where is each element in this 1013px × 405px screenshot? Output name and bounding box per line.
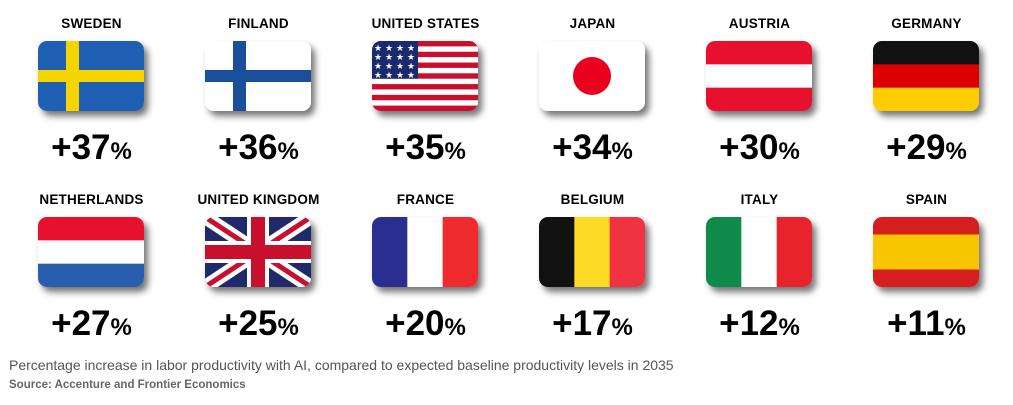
svg-text:★: ★	[374, 53, 382, 63]
svg-text:★: ★	[407, 62, 415, 72]
value-number: +11	[887, 304, 945, 343]
value-label: +11%	[843, 304, 1010, 344]
country-label: UNITED STATES	[371, 16, 480, 31]
italy-flag-icon	[706, 217, 812, 287]
spain-flag-icon	[873, 217, 979, 287]
value-label: +25%	[175, 304, 342, 344]
svg-text:★: ★	[374, 62, 382, 72]
usa-flag-icon: ★ ★ ★ ★ ★ ★ ★ ★ ★ ★ ★ ★ ★ ★ ★ ★	[372, 41, 478, 111]
percent-sign: %	[444, 138, 466, 165]
percent-sign: %	[778, 314, 800, 341]
sweden-flag-icon	[38, 41, 144, 111]
value-number: +17	[552, 304, 612, 343]
value-label: +27%	[8, 304, 175, 344]
country-label: SWEDEN	[61, 16, 122, 31]
value-number: +27	[51, 304, 111, 343]
finland-flag-icon	[205, 41, 311, 111]
value-number: +37	[51, 128, 111, 167]
country-label: JAPAN	[569, 16, 616, 31]
value-label: +36%	[175, 128, 342, 168]
percent-sign: %	[277, 138, 299, 165]
value-number: +20	[385, 304, 445, 343]
country-label: AUSTRIA	[728, 16, 791, 31]
country-label: UNITED KINGDOM	[197, 192, 320, 207]
value-number: +29	[886, 128, 946, 167]
value-label: +34%	[509, 128, 676, 168]
country-label: FRANCE	[396, 192, 455, 207]
source-note: Source: Accenture and Frontier Economics	[9, 379, 246, 391]
svg-text:★: ★	[396, 53, 404, 63]
svg-text:★: ★	[396, 71, 404, 81]
svg-text:★: ★	[385, 71, 393, 81]
value-label: +17%	[509, 304, 676, 344]
japan-flag-icon	[539, 41, 645, 111]
value-label: +30%	[676, 128, 843, 168]
value-label: +29%	[843, 128, 1010, 168]
svg-text:★: ★	[396, 62, 404, 72]
value-number: +35	[385, 128, 445, 167]
country-label: ITALY	[740, 192, 779, 207]
value-label: +37%	[8, 128, 175, 168]
country-label: GERMANY	[891, 16, 962, 31]
value-number: +36	[218, 128, 278, 167]
percent-sign: %	[778, 138, 800, 165]
country-label: BELGIUM	[560, 192, 625, 207]
svg-text:★: ★	[407, 44, 415, 54]
value-label: +20%	[342, 304, 509, 344]
uk-flag-icon	[205, 217, 311, 287]
svg-text:★: ★	[385, 62, 393, 72]
svg-text:★: ★	[396, 44, 404, 54]
country-label: FINLAND	[228, 16, 289, 31]
svg-text:★: ★	[385, 44, 393, 54]
percent-sign: %	[945, 138, 967, 165]
percent-sign: %	[611, 138, 633, 165]
country-label: NETHERLANDS	[39, 192, 144, 207]
value-number: +12	[719, 304, 779, 343]
value-number: +34	[552, 128, 612, 167]
percent-sign: %	[110, 314, 132, 341]
value-number: +30	[719, 128, 779, 167]
svg-text:★: ★	[374, 44, 382, 54]
value-label: +12%	[676, 304, 843, 344]
svg-text:★: ★	[407, 71, 415, 81]
belgium-flag-icon	[539, 217, 645, 287]
percent-sign: %	[944, 314, 966, 341]
svg-text:★: ★	[385, 53, 393, 63]
percent-sign: %	[277, 314, 299, 341]
country-label: SPAIN	[905, 192, 948, 207]
percent-sign: %	[110, 138, 132, 165]
france-flag-icon	[372, 217, 478, 287]
austria-flag-icon	[706, 41, 812, 111]
svg-text:★: ★	[407, 53, 415, 63]
percent-sign: %	[611, 314, 633, 341]
value-number: +25	[218, 304, 278, 343]
percent-sign: %	[444, 314, 466, 341]
chart-caption: Percentage increase in labor productivit…	[9, 357, 674, 373]
germany-flag-icon	[873, 41, 979, 111]
value-label: +35%	[342, 128, 509, 168]
netherlands-flag-icon	[38, 217, 144, 287]
svg-text:★: ★	[374, 71, 382, 81]
